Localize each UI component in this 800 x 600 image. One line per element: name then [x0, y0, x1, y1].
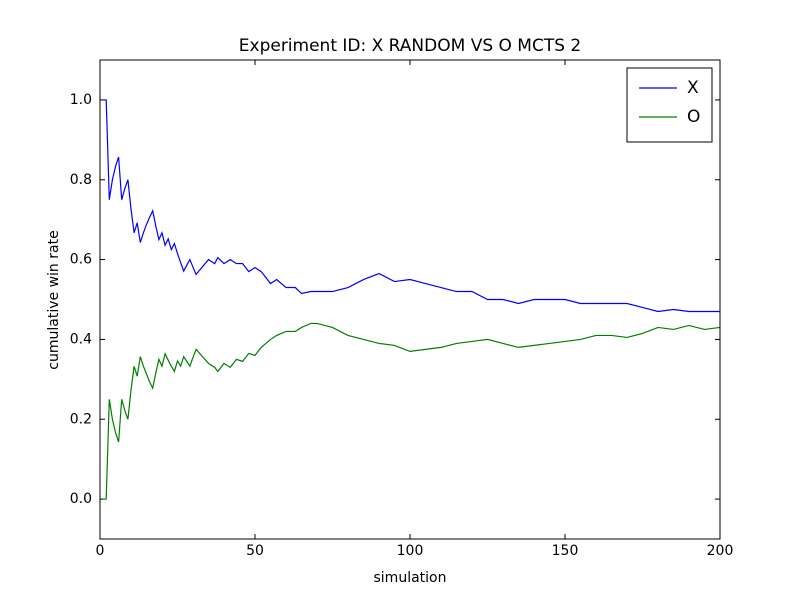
x-tick-label: 200 — [707, 543, 734, 559]
x-tick-label: 150 — [552, 543, 579, 559]
y-tick-label: 0.2 — [70, 411, 92, 427]
y-tick-label: 0.4 — [70, 331, 92, 347]
plot-frame — [99, 59, 721, 540]
legend-label: O — [687, 107, 700, 127]
x-tick-label: 50 — [246, 543, 264, 559]
legend-label: X — [687, 78, 699, 98]
chart-title: Experiment ID: X RANDOM VS O MCTS 2 — [239, 36, 581, 56]
y-tick-label: 0.6 — [70, 252, 92, 268]
data-line — [103, 322, 721, 500]
legend-box — [626, 67, 713, 143]
x-tick-label: 0 — [96, 543, 105, 559]
y-tick-label: 1.0 — [70, 92, 92, 108]
x-axis-label: simulation — [374, 570, 447, 586]
y-tick-label: 0.0 — [70, 491, 92, 507]
x-tick-label: 100 — [397, 543, 424, 559]
y-axis-label: cumulative win rate — [46, 230, 62, 369]
data-line — [103, 99, 720, 313]
y-tick-label: 0.8 — [70, 172, 92, 188]
